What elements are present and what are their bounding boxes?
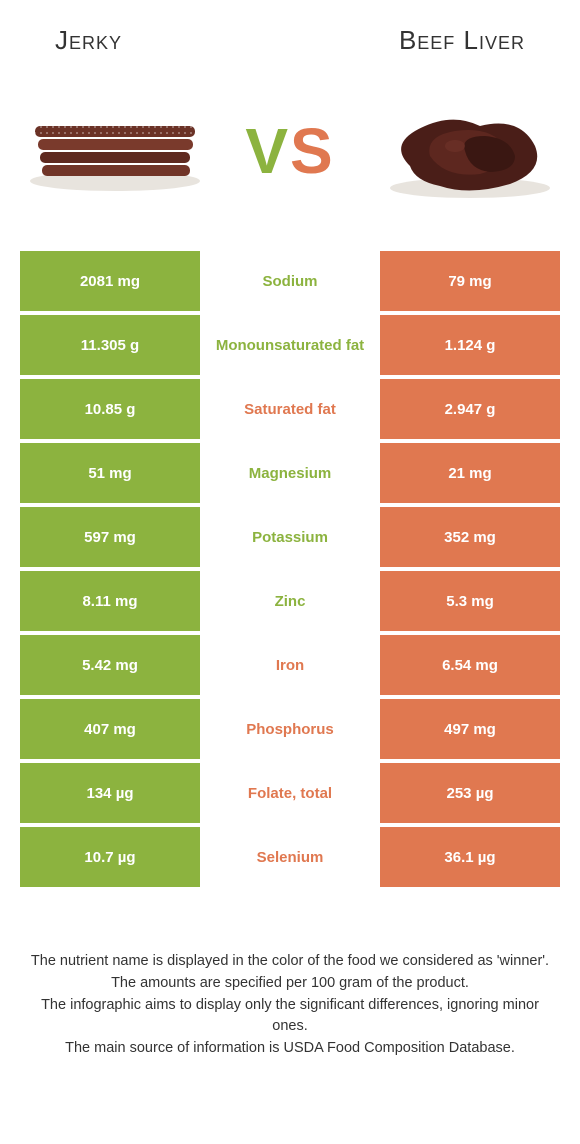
value-left: 51 mg — [20, 443, 200, 503]
value-right: 1.124 g — [380, 315, 560, 375]
value-right: 6.54 mg — [380, 635, 560, 695]
value-left: 134 µg — [20, 763, 200, 823]
footer-line: The infographic aims to display only the… — [30, 995, 550, 1039]
table-row: 51 mgMagnesium21 mg — [20, 443, 560, 503]
jerky-image — [20, 91, 210, 211]
nutrient-label: Potassium — [200, 507, 380, 567]
value-right: 21 mg — [380, 443, 560, 503]
nutrient-label: Sodium — [200, 251, 380, 311]
value-left: 8.11 mg — [20, 571, 200, 631]
value-left: 10.7 µg — [20, 827, 200, 887]
nutrient-label: Folate, total — [200, 763, 380, 823]
nutrient-label: Iron — [200, 635, 380, 695]
footer-line: The main source of information is USDA F… — [30, 1038, 550, 1060]
liver-image — [370, 91, 560, 211]
table-row: 11.305 gMonounsaturated fat1.124 g — [20, 315, 560, 375]
nutrient-label: Magnesium — [200, 443, 380, 503]
table-row: 134 µgFolate, total253 µg — [20, 763, 560, 823]
title-right: Beef Liver — [399, 25, 525, 56]
value-right: 5.3 mg — [380, 571, 560, 631]
table-row: 10.7 µgSelenium36.1 µg — [20, 827, 560, 887]
header: Jerky Beef Liver — [0, 0, 580, 61]
value-left: 11.305 g — [20, 315, 200, 375]
nutrient-label: Monounsaturated fat — [200, 315, 380, 375]
comparison-table: 2081 mgSodium79 mg11.305 gMonounsaturate… — [20, 251, 560, 887]
table-row: 10.85 gSaturated fat2.947 g — [20, 379, 560, 439]
value-right: 2.947 g — [380, 379, 560, 439]
value-right: 79 mg — [380, 251, 560, 311]
value-right: 497 mg — [380, 699, 560, 759]
footer-line: The nutrient name is displayed in the co… — [30, 951, 550, 973]
nutrient-label: Zinc — [200, 571, 380, 631]
vs-s: S — [290, 114, 335, 188]
vs-v: V — [245, 114, 290, 188]
table-row: 8.11 mgZinc5.3 mg — [20, 571, 560, 631]
hero: VS — [0, 61, 580, 251]
nutrient-label: Selenium — [200, 827, 380, 887]
value-left: 597 mg — [20, 507, 200, 567]
footer-line: The amounts are specified per 100 gram o… — [30, 973, 550, 995]
table-row: 2081 mgSodium79 mg — [20, 251, 560, 311]
vs-label: VS — [245, 114, 334, 188]
footer: The nutrient name is displayed in the co… — [0, 891, 580, 1060]
value-left: 10.85 g — [20, 379, 200, 439]
nutrient-label: Phosphorus — [200, 699, 380, 759]
title-left: Jerky — [55, 25, 122, 56]
table-row: 5.42 mgIron6.54 mg — [20, 635, 560, 695]
table-row: 597 mgPotassium352 mg — [20, 507, 560, 567]
table-row: 407 mgPhosphorus497 mg — [20, 699, 560, 759]
value-left: 5.42 mg — [20, 635, 200, 695]
value-left: 2081 mg — [20, 251, 200, 311]
value-right: 253 µg — [380, 763, 560, 823]
value-right: 36.1 µg — [380, 827, 560, 887]
value-right: 352 mg — [380, 507, 560, 567]
value-left: 407 mg — [20, 699, 200, 759]
nutrient-label: Saturated fat — [200, 379, 380, 439]
